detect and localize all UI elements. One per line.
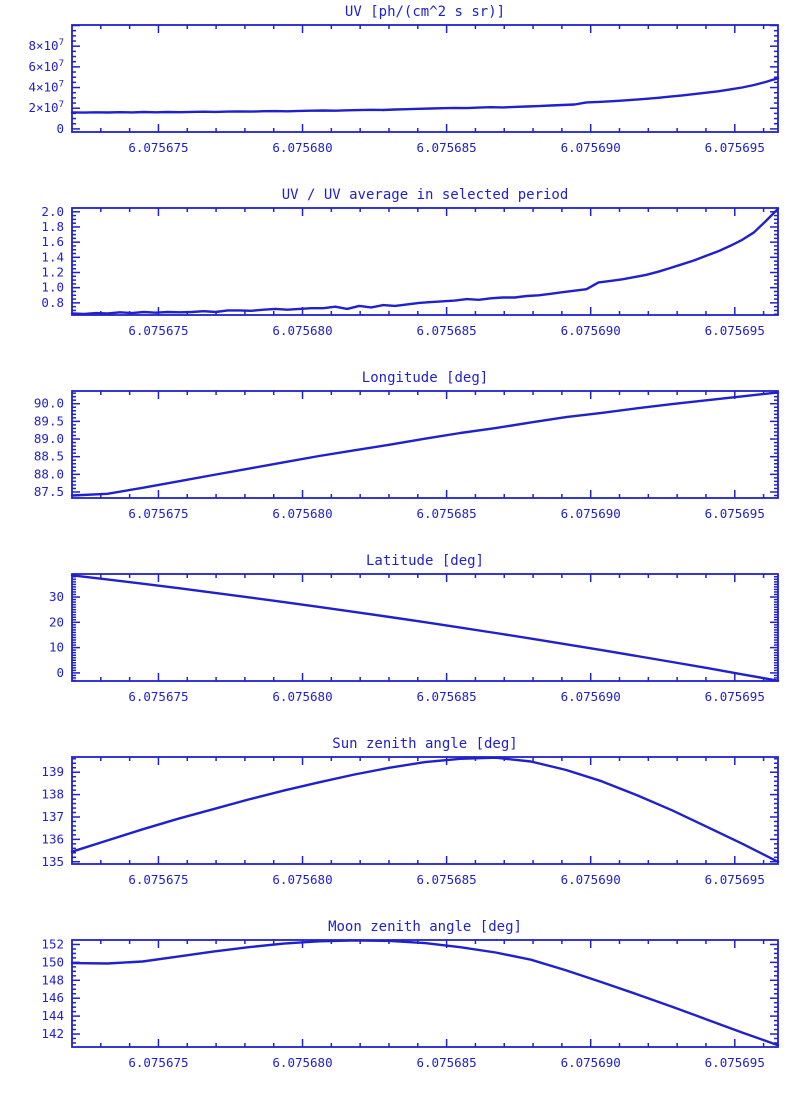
x-tick-label: 6.075680: [272, 323, 332, 338]
chart-canvas: UV / UV average in selected period 6.0756…: [41, 187, 780, 338]
data-line: [70, 207, 780, 316]
chart-panel-uv: UV [ph/(cm^2 s sr)] 6.075675 6.075680 6.075…: [0, 0, 800, 183]
y-tick-label: 89.5: [34, 413, 64, 428]
x-tick-label: 6.075695: [705, 506, 765, 521]
y-tick-label: 8×107: [28, 38, 64, 53]
x-tick-label: 6.075685: [417, 1055, 477, 1070]
y-tick-label: 2.0: [41, 204, 64, 219]
x-tick-label: 6.075675: [128, 140, 188, 155]
x-tick-label: 6.075680: [272, 1055, 332, 1070]
y-tick-label: 1.0: [41, 280, 64, 295]
x-tick-label: 6.075675: [128, 1055, 188, 1070]
x-tick-label: 6.075685: [417, 689, 477, 704]
x-tick-label: 6.075685: [417, 872, 477, 887]
x-tick-label: 6.075685: [417, 323, 477, 338]
plot-frame: [71, 573, 779, 682]
x-tick-label: 6.075690: [561, 872, 621, 887]
data-line: [70, 939, 780, 1047]
x-tick-label: 6.075675: [128, 323, 188, 338]
data-line: [70, 76, 780, 114]
y-tick-label: 6×107: [28, 59, 64, 74]
x-tick-label: 6.075675: [128, 506, 188, 521]
y-tick-label: 1.4: [41, 249, 64, 264]
y-tick-label: 88.0: [34, 466, 64, 481]
data-line: [70, 391, 780, 497]
y-tick-label: 0.8: [41, 295, 64, 310]
chart-panel-uv-ratio: UV / UV average in selected period 6.0756…: [0, 183, 800, 366]
chart-title: Latitude [deg]: [366, 553, 484, 569]
x-tick-label: 6.075695: [705, 1055, 765, 1070]
x-tick-label: 6.075695: [705, 140, 765, 155]
x-tick-label: 6.075675: [128, 689, 188, 704]
y-tick-label: 0: [56, 121, 64, 136]
x-tick-label: 6.075690: [561, 506, 621, 521]
y-tick-label: 138: [41, 787, 64, 802]
chart-canvas: UV [ph/(cm^2 s sr)] 6.075675 6.075680 6.075…: [28, 4, 780, 155]
chart-title: Sun zenith angle [deg]: [332, 736, 517, 752]
chart-canvas: Moon zenith angle [deg] 6.075675 6.075680 6…: [41, 919, 780, 1070]
y-tick-label: 1.2: [41, 265, 64, 280]
plot-frame: [71, 756, 779, 865]
y-tick-label: 135: [41, 854, 64, 869]
y-tick-label: 137: [41, 809, 64, 824]
y-tick-label: 142: [41, 1026, 64, 1041]
y-tick-label: 2×107: [28, 100, 64, 115]
x-tick-label: 6.075690: [561, 140, 621, 155]
y-tick-label: 90.0: [34, 396, 64, 411]
chart-title: UV [ph/(cm^2 s sr)]: [345, 4, 505, 20]
chart-title: Moon zenith angle [deg]: [328, 919, 522, 935]
x-tick-label: 6.075690: [561, 323, 621, 338]
x-tick-label: 6.075680: [272, 140, 332, 155]
y-tick-label: 146: [41, 990, 64, 1005]
y-tick-label: 1.6: [41, 234, 64, 249]
y-tick-label: 1.8: [41, 219, 64, 234]
y-tick-label: 136: [41, 831, 64, 846]
plot-frame: [71, 207, 779, 316]
x-tick-label: 6.075690: [561, 689, 621, 704]
y-tick-label: 10: [49, 640, 64, 655]
y-tick-label: 152: [41, 936, 64, 951]
x-tick-label: 6.075680: [272, 506, 332, 521]
chart-panel-moon-zenith: Moon zenith angle [deg] 6.075675 6.075680 6…: [0, 915, 800, 1098]
data-line: [70, 756, 780, 864]
y-tick-label: 0: [56, 665, 64, 680]
y-tick-label: 150: [41, 954, 64, 969]
y-tick-label: 20: [49, 614, 64, 629]
x-tick-label: 6.075680: [272, 872, 332, 887]
x-tick-label: 6.075695: [705, 689, 765, 704]
plot-frame: [71, 390, 779, 499]
y-tick-label: 4×107: [28, 80, 64, 95]
y-tick-label: 139: [41, 764, 64, 779]
plot-frame: [71, 24, 779, 133]
x-tick-label: 6.075695: [705, 323, 765, 338]
y-tick-label: 89.0: [34, 431, 64, 446]
x-tick-label: 6.075675: [128, 872, 188, 887]
x-tick-label: 6.075695: [705, 872, 765, 887]
y-tick-label: 148: [41, 972, 64, 987]
data-line: [70, 574, 780, 682]
chart-panel-sun-zenith: Sun zenith angle [deg] 6.075675 6.075680 6.…: [0, 732, 800, 915]
chart-panel-latitude: Latitude [deg] 6.075675 6.075680 6.075685 6.…: [0, 549, 800, 732]
chart-title: Longitude [deg]: [362, 370, 488, 386]
y-tick-label: 87.5: [34, 484, 64, 499]
chart-panel-longitude: Longitude [deg] 6.075675 6.075680 6.075685 6…: [0, 366, 800, 549]
y-tick-label: 144: [41, 1008, 64, 1023]
x-tick-label: 6.075690: [561, 1055, 621, 1070]
y-tick-label: 30: [49, 589, 64, 604]
x-tick-label: 6.075680: [272, 689, 332, 704]
chart-canvas: Sun zenith angle [deg] 6.075675 6.075680 6.…: [41, 736, 780, 887]
chart-canvas: Latitude [deg] 6.075675 6.075680 6.075685 6.…: [49, 553, 780, 704]
y-tick-label: 88.5: [34, 449, 64, 464]
chart-title: UV / UV average in selected period: [282, 187, 569, 203]
x-tick-label: 6.075685: [417, 140, 477, 155]
chart-canvas: Longitude [deg] 6.075675 6.075680 6.075685 6…: [34, 370, 780, 521]
x-tick-label: 6.075685: [417, 506, 477, 521]
